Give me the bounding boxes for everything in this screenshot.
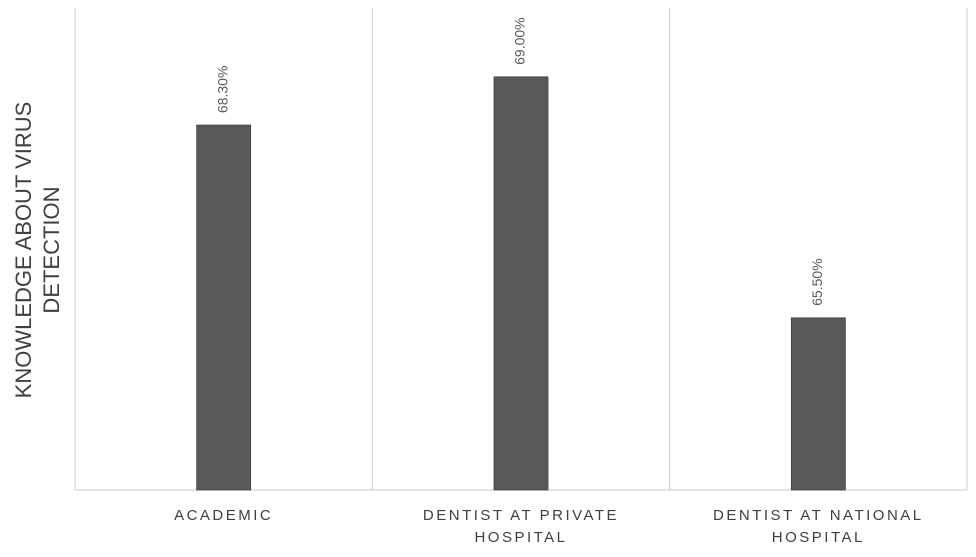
bar — [493, 76, 549, 491]
bar — [790, 317, 846, 491]
x-tick-label: DENTIST AT NATIONAL HOSPITAL — [713, 507, 924, 546]
x-tick-label: DENTIST AT PRIVATE HOSPITAL — [422, 507, 620, 546]
value-label: 65.50% — [809, 258, 825, 305]
bar — [196, 124, 252, 491]
value-label: 69.00% — [512, 17, 528, 64]
value-label: 68.30% — [214, 66, 230, 113]
x-tick-label: ACADEMIC — [174, 507, 274, 524]
y-axis-label: KNOWLEDGE ABOUT VIRUS DETECTION — [11, 101, 64, 399]
